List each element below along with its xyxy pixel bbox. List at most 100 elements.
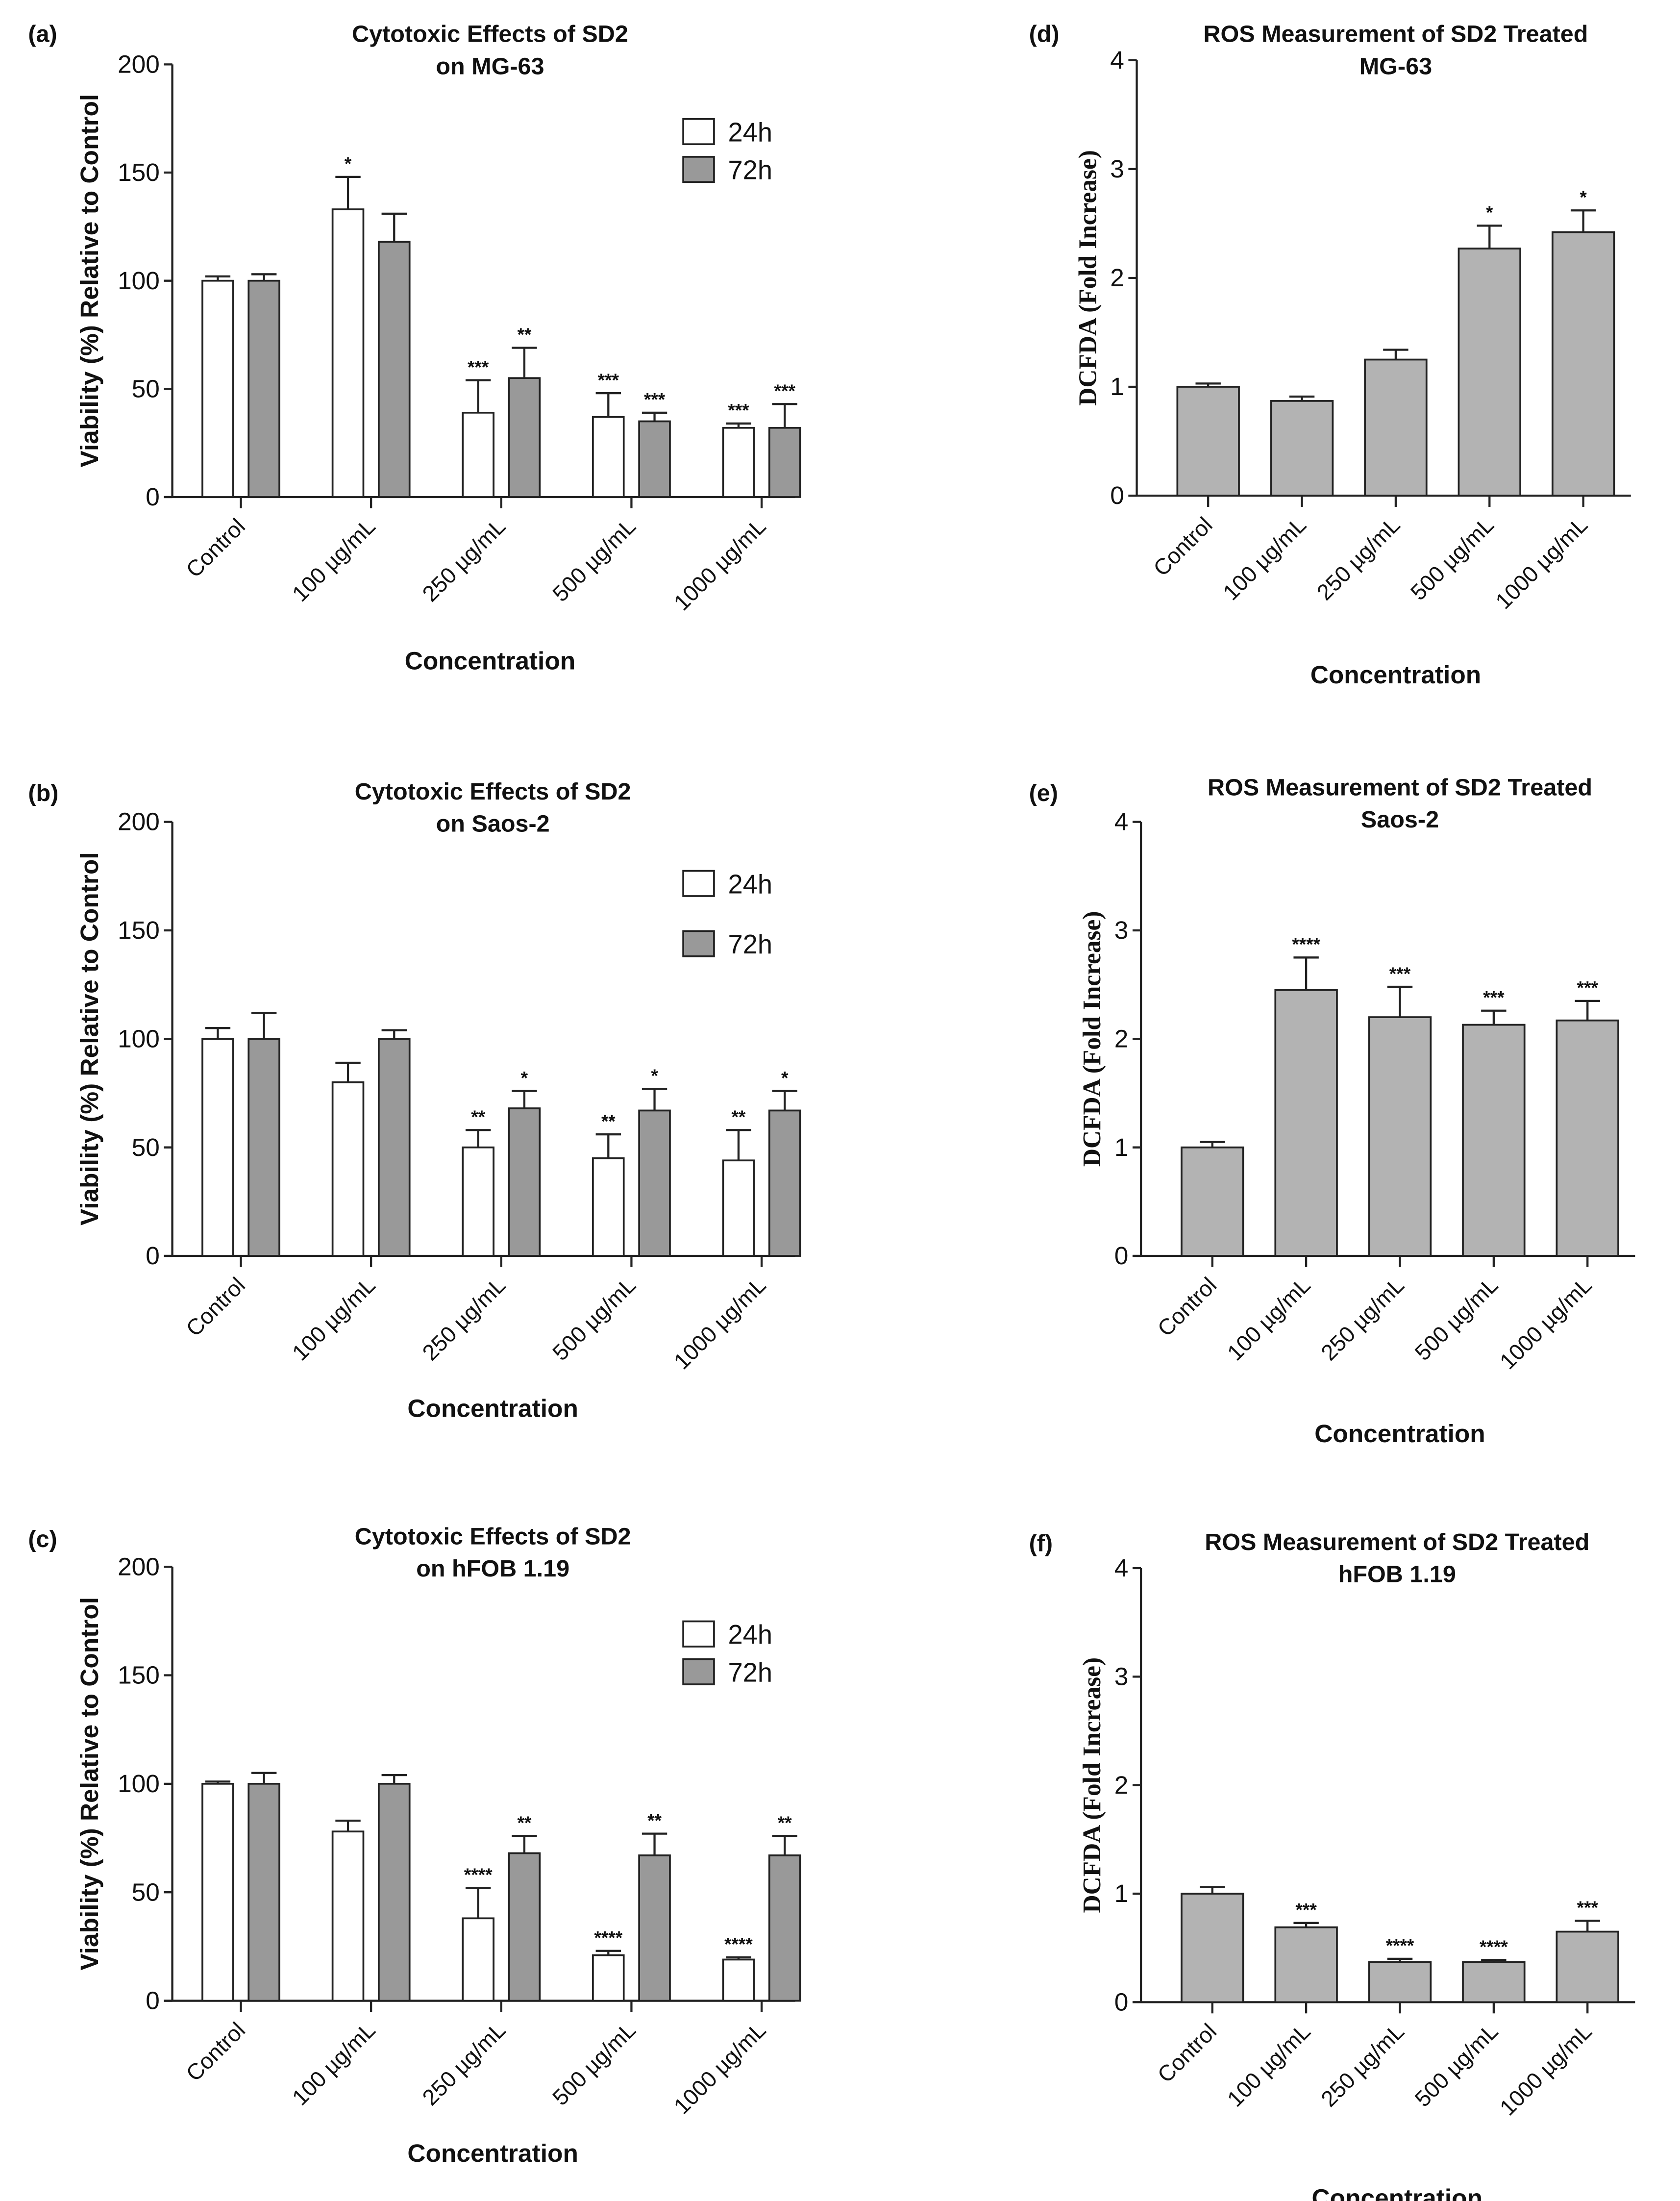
bar-24h bbox=[201, 279, 234, 498]
x-tick-label: 1000 µg/mL bbox=[669, 2017, 770, 2119]
bar-DCFDA bbox=[1551, 231, 1615, 497]
x-axis-label: Concentration bbox=[407, 1394, 578, 1423]
bar-DCFDA bbox=[1462, 1024, 1526, 1257]
y-axis-label: Viability (%) Relative to Control bbox=[75, 852, 103, 1226]
bar-24h bbox=[331, 1081, 365, 1257]
x-tick-label: 1000 µg/mL bbox=[1495, 1273, 1596, 1374]
x-tick-label: 100 µg/mL bbox=[287, 1273, 380, 1365]
significance-label: * bbox=[345, 153, 352, 174]
x-axis-label: Concentration bbox=[1310, 660, 1481, 689]
bar-24h bbox=[592, 416, 625, 498]
x-axis-label: Concentration bbox=[1314, 1419, 1485, 1448]
x-tick-label: 250 µg/mL bbox=[418, 2017, 510, 2110]
bar-DCFDA bbox=[1368, 1016, 1432, 1257]
legend-swatch bbox=[682, 1658, 715, 1685]
chart-title: Cytotoxic Effects of SD2 bbox=[355, 1523, 631, 1550]
bar-72h bbox=[768, 426, 801, 498]
x-tick-label: 1000 µg/mL bbox=[1491, 512, 1592, 614]
y-tick-label: 4 bbox=[1110, 46, 1124, 74]
bar-DCFDA bbox=[1181, 1893, 1244, 2003]
significance-label: **** bbox=[1292, 934, 1320, 954]
significance-label: ** bbox=[731, 1106, 745, 1127]
x-tick-label: 100 µg/mL bbox=[1222, 1273, 1315, 1365]
panel-d: (d) ROS Measurement of SD2 Treated MG-63 0 1… bbox=[1029, 21, 1631, 689]
bar-72h bbox=[508, 377, 541, 498]
legend-swatch bbox=[682, 930, 715, 957]
bar-24h bbox=[201, 1038, 234, 1257]
x-tick-label: 500 µg/mL bbox=[548, 1273, 641, 1365]
panel-a: (a) Cytotoxic Effects of SD2 on MG-63 0 50 10… bbox=[28, 21, 801, 675]
legend-swatch bbox=[682, 870, 715, 897]
legend-label: 24h bbox=[728, 1620, 773, 1650]
bar-24h bbox=[592, 1157, 625, 1257]
legend-label: 24h bbox=[728, 870, 773, 899]
x-tick-label: 100 µg/mL bbox=[287, 2017, 380, 2110]
y-tick-label: 2 bbox=[1114, 1771, 1129, 1799]
bar-72h bbox=[378, 1782, 411, 2002]
significance-label: * bbox=[651, 1065, 658, 1086]
y-tick-label: 3 bbox=[1114, 916, 1129, 944]
bar-24h bbox=[462, 412, 494, 498]
x-tick-label: Control bbox=[181, 1273, 250, 1341]
significance-label: *** bbox=[774, 380, 796, 401]
chart-title: on MG-63 bbox=[436, 53, 544, 79]
y-tick-label: 0 bbox=[146, 1986, 160, 2015]
bar-72h bbox=[638, 1109, 671, 1257]
panel-c: (c) Cytotoxic Effects of SD2 on hFOB 1.19 0… bbox=[28, 1523, 801, 2167]
x-tick-label: 100 µg/mL bbox=[1222, 2019, 1315, 2111]
y-tick-label: 0 bbox=[1114, 1988, 1129, 2016]
significance-label: **** bbox=[724, 1934, 753, 1954]
significance-label: **** bbox=[1480, 1936, 1508, 1957]
significance-label: *** bbox=[1577, 1897, 1599, 1918]
x-tick-label: 500 µg/mL bbox=[1406, 512, 1498, 605]
bar-72h bbox=[378, 1038, 411, 1257]
y-tick-label: 0 bbox=[1110, 481, 1124, 509]
significance-label: **** bbox=[594, 1927, 622, 1948]
y-axis-label: DCFDA (Fold Increase) bbox=[1078, 1657, 1106, 1913]
bar-24h bbox=[201, 1782, 234, 2002]
legend-label: 72h bbox=[728, 156, 773, 185]
bar-72h bbox=[768, 1854, 801, 2002]
bar-24h bbox=[331, 1830, 365, 2002]
x-tick-label: Control bbox=[1153, 2019, 1221, 2087]
significance-label: * bbox=[1486, 202, 1493, 223]
bar-DCFDA bbox=[1274, 1926, 1338, 2003]
y-tick-label: 2 bbox=[1114, 1024, 1129, 1052]
significance-label: * bbox=[781, 1067, 789, 1088]
bar-DCFDA bbox=[1270, 400, 1334, 497]
legend-label: 72h bbox=[728, 1658, 773, 1687]
bar-DCFDA bbox=[1556, 1930, 1619, 2003]
y-tick-label: 1 bbox=[1114, 1133, 1129, 1161]
bar-DCFDA bbox=[1364, 358, 1428, 497]
bar-DCFDA bbox=[1556, 1019, 1619, 1257]
significance-label: * bbox=[521, 1067, 528, 1088]
y-tick-label: 3 bbox=[1114, 1662, 1129, 1690]
chart-title: ROS Measurement of SD2 Treated bbox=[1208, 774, 1592, 800]
bar-72h bbox=[247, 1782, 280, 2002]
y-tick-label: 1 bbox=[1114, 1879, 1129, 1907]
chart-title: ROS Measurement of SD2 Treated bbox=[1203, 21, 1588, 48]
x-tick-label: Control bbox=[1153, 1273, 1221, 1341]
bar-24h bbox=[462, 1917, 494, 2002]
bar-72h bbox=[508, 1107, 541, 1257]
bar-DCFDA bbox=[1181, 1146, 1244, 1257]
panel-label: (d) bbox=[1029, 21, 1060, 48]
chart-title: on hFOB 1.19 bbox=[416, 1555, 569, 1582]
y-tick-label: 4 bbox=[1114, 807, 1129, 836]
chart-title: Cytotoxic Effects of SD2 bbox=[355, 778, 631, 805]
legend-label: 24h bbox=[728, 118, 773, 147]
significance-label: *** bbox=[598, 370, 619, 390]
bar-24h bbox=[722, 1958, 755, 2002]
chart-title: ROS Measurement of SD2 Treated bbox=[1205, 1529, 1589, 1555]
x-tick-label: 250 µg/mL bbox=[1316, 2019, 1409, 2111]
panel-e: (e) ROS Measurement of SD2 Treated Saos-2 0… bbox=[1029, 774, 1635, 1448]
y-tick-label: 50 bbox=[132, 374, 160, 402]
y-tick-label: 50 bbox=[132, 1133, 160, 1161]
x-tick-label: 1000 µg/mL bbox=[1495, 2019, 1596, 2120]
legend-swatch bbox=[682, 156, 715, 183]
y-tick-label: 50 bbox=[132, 1877, 160, 1906]
y-tick-label: 150 bbox=[118, 158, 160, 186]
x-tick-label: 500 µg/mL bbox=[1410, 2019, 1503, 2111]
bar-DCFDA bbox=[1368, 1961, 1432, 2003]
